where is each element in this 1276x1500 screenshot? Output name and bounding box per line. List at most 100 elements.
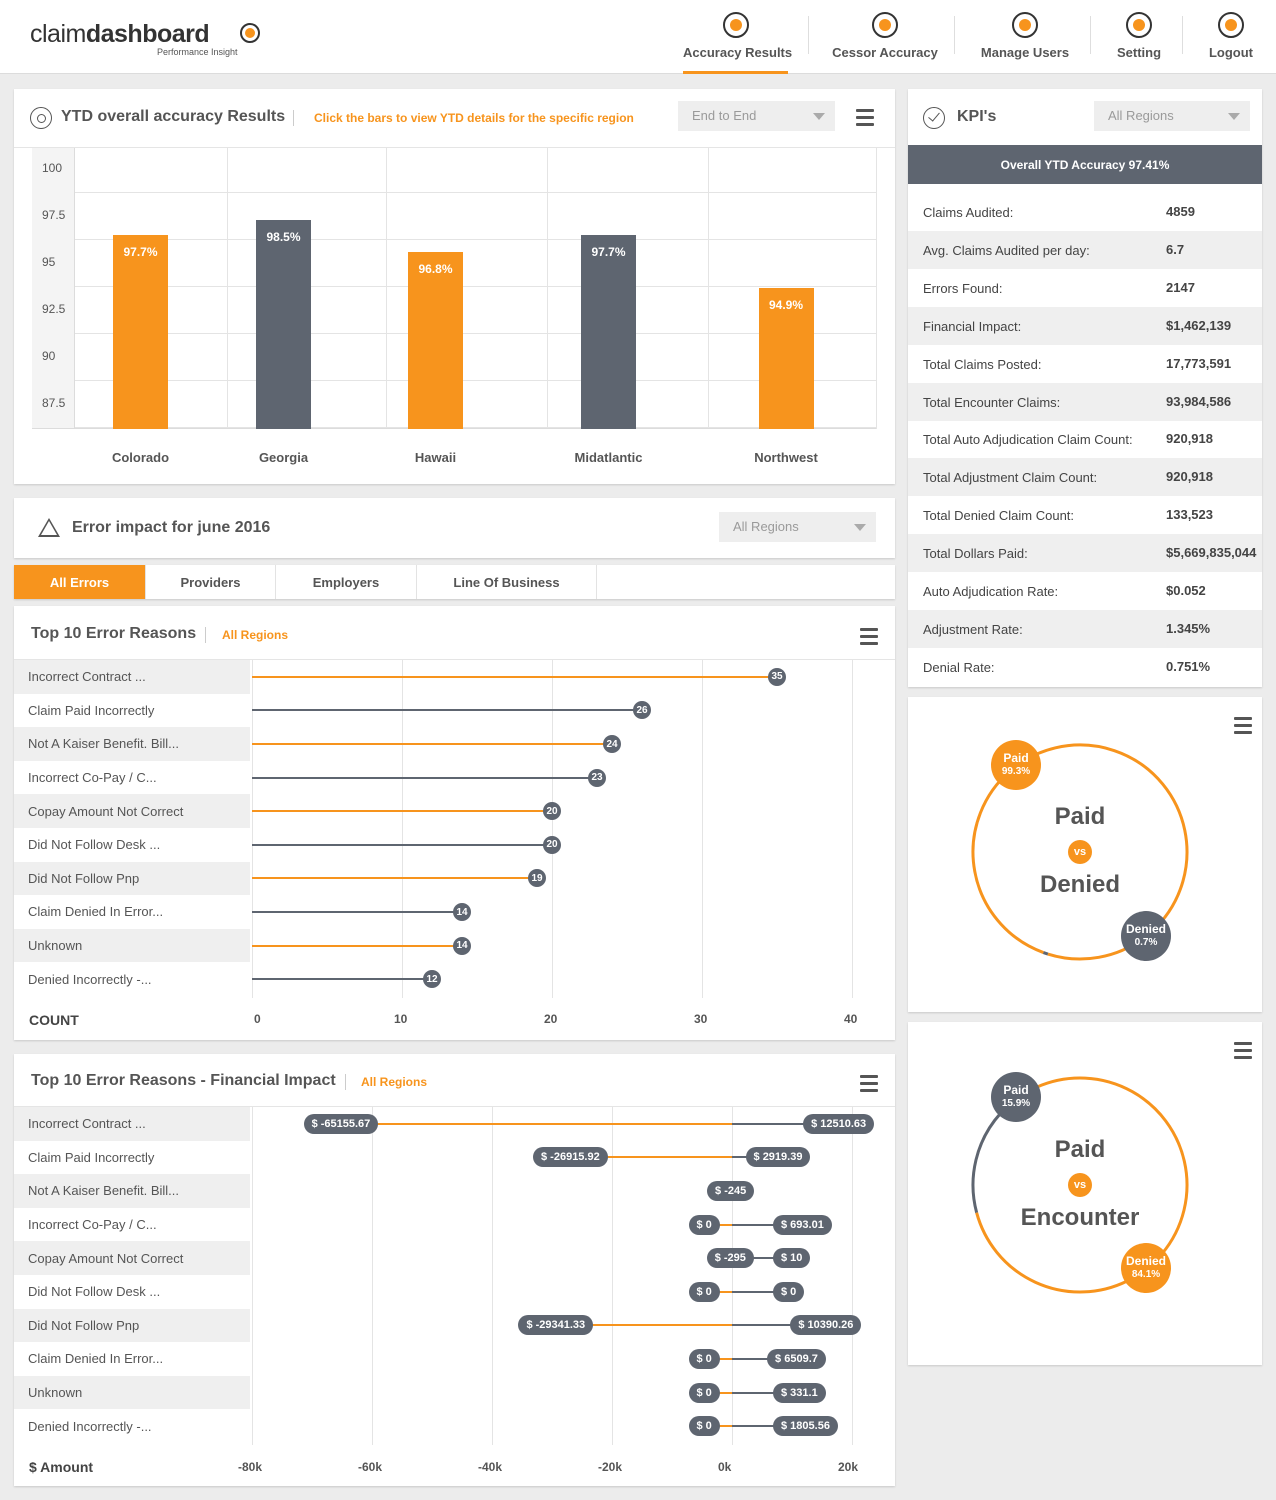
y-axis-line bbox=[74, 148, 75, 429]
kpi-value: 6.7 bbox=[1166, 241, 1185, 257]
row-label: Unknown bbox=[14, 928, 250, 963]
logo[interactable]: claimdashboard Performance Insight bbox=[30, 20, 260, 57]
negative-value-pill: $ 0 bbox=[688, 1281, 720, 1302]
positive-line[interactable] bbox=[732, 1324, 795, 1327]
ytd-menu-icon[interactable] bbox=[856, 109, 874, 130]
top10-financial-chart: Incorrect Contract ... $ 12510.63 $ -65155… bbox=[14, 1107, 895, 1486]
donut1-a-bubble: Paid 99.3% bbox=[991, 740, 1041, 790]
count-bar[interactable] bbox=[252, 810, 552, 813]
bar-hawaii[interactable] bbox=[408, 252, 463, 429]
positive-line[interactable] bbox=[732, 1257, 777, 1260]
tab-employers[interactable]: Employers bbox=[276, 565, 417, 599]
nav-manage-users[interactable]: Manage Users bbox=[975, 10, 1075, 74]
bar-value-label: 94.9% bbox=[768, 297, 804, 312]
nav-logout[interactable]: Logout bbox=[1196, 10, 1266, 74]
count-bar[interactable] bbox=[252, 709, 642, 712]
nav-setting[interactable]: Setting bbox=[1104, 10, 1174, 74]
tab-all-errors[interactable]: All Errors bbox=[14, 565, 146, 599]
count-value-dot: 26 bbox=[633, 701, 651, 720]
top10fin-region[interactable]: All Regions bbox=[361, 1075, 428, 1089]
financial-axis-label: $ Amount bbox=[29, 1459, 94, 1475]
bar-colorado[interactable] bbox=[113, 235, 168, 429]
v-gridline bbox=[252, 1107, 253, 1445]
x-tick-label: 0k bbox=[718, 1460, 732, 1474]
row-label: Claim Paid Incorrectly bbox=[28, 1149, 155, 1165]
bar-midatlantic[interactable] bbox=[581, 235, 636, 429]
positive-line[interactable] bbox=[732, 1425, 777, 1428]
kpi-title: KPI's bbox=[957, 108, 997, 125]
kpi-row: Auto Adjudication Rate: $0.052 bbox=[908, 572, 1262, 610]
kpi-value: 1.345% bbox=[1166, 620, 1211, 636]
error-impact-region-select[interactable]: All Regions bbox=[719, 512, 876, 542]
kpi-key: Auto Adjudication Rate: bbox=[923, 584, 1059, 599]
positive-value-pill: $ 10390.26 bbox=[790, 1315, 862, 1336]
positive-line[interactable] bbox=[732, 1391, 777, 1394]
bar-value-label: 98.5% bbox=[266, 230, 301, 245]
donut1-menu-icon[interactable] bbox=[1234, 717, 1252, 738]
bar-georgia[interactable] bbox=[256, 220, 311, 429]
kpi-region-select[interactable]: All Regions bbox=[1094, 101, 1250, 131]
ytd-title: YTD overall accuracy Results bbox=[61, 108, 286, 125]
y-tick-label: 90 bbox=[42, 349, 56, 363]
top10-region[interactable]: All Regions bbox=[222, 628, 289, 642]
positive-value-pill: $ 331.1 bbox=[773, 1382, 826, 1403]
positive-line[interactable] bbox=[732, 1122, 808, 1125]
top10-menu-icon[interactable] bbox=[860, 628, 878, 649]
kpi-key: Denial Rate: bbox=[923, 659, 995, 675]
v-gridline bbox=[227, 148, 228, 429]
positive-line[interactable] bbox=[732, 1223, 777, 1226]
ytd-type-select[interactable]: End to End bbox=[678, 101, 835, 131]
count-bar[interactable] bbox=[252, 944, 462, 947]
donut-segment-b[interactable] bbox=[975, 1076, 1189, 1294]
tab-providers[interactable]: Providers bbox=[146, 565, 276, 599]
y-tick-label: 100 bbox=[42, 161, 63, 175]
paid-vs-denied-card: Paid vs Denied Paid 99.3% Denied 0.7% bbox=[908, 697, 1262, 1012]
power-icon bbox=[1218, 12, 1244, 38]
gridline bbox=[74, 427, 876, 428]
top10-errors-card: Top 10 Error Reasons All Regions Incorre… bbox=[14, 606, 895, 1040]
nav-cessor-accuracy[interactable]: Cessor Accuracy bbox=[830, 10, 940, 74]
row-label: Denied Incorrectly -... bbox=[28, 971, 152, 987]
negative-value-pill: $ 0 bbox=[688, 1214, 720, 1235]
kpi-row: Financial Impact: $1,462,139 bbox=[908, 306, 1262, 345]
count-bar[interactable] bbox=[252, 877, 537, 880]
donut1-b-bubble: Denied 0.7% bbox=[1121, 911, 1171, 961]
gridline bbox=[74, 380, 876, 381]
count-bar[interactable] bbox=[252, 743, 612, 745]
negative-line[interactable] bbox=[555, 1324, 732, 1327]
count-value-dot: 23 bbox=[588, 768, 606, 787]
kpi-row: Total Claims Posted: 17,773,591 bbox=[908, 345, 1262, 383]
count-bar[interactable] bbox=[252, 843, 552, 846]
users-icon bbox=[1012, 12, 1038, 38]
count-bar[interactable] bbox=[252, 978, 432, 981]
x-tick-label: -80k bbox=[238, 1460, 263, 1474]
negative-line[interactable] bbox=[341, 1122, 732, 1125]
row-label: Not A Kaiser Benefit. Bill... bbox=[14, 727, 250, 761]
nav-accuracy-results[interactable]: Accuracy Results bbox=[683, 10, 792, 74]
bar-northwest[interactable] bbox=[758, 287, 814, 429]
kpi-row: Avg. Claims Audited per day: 6.7 bbox=[908, 230, 1262, 269]
top10fin-menu-icon[interactable] bbox=[860, 1075, 878, 1096]
v-gridline bbox=[852, 1107, 853, 1445]
donut-segment-b[interactable] bbox=[1042, 951, 1049, 956]
row-label: Did Not Follow Desk ... bbox=[28, 1284, 161, 1300]
positive-line[interactable] bbox=[732, 1358, 772, 1360]
count-bar[interactable] bbox=[252, 776, 597, 779]
donut2-a-bubble: Paid 15.9% bbox=[991, 1072, 1041, 1122]
v-gridline bbox=[876, 148, 877, 429]
kpi-row: Total Dollars Paid: $5,669,835,044 bbox=[908, 534, 1262, 573]
ytd-bar-chart: 100 97.5 95 92.5 90 87.5 97.7% 98.5% 96.8% 97.7% 9… bbox=[32, 148, 877, 429]
donut-segment-a[interactable] bbox=[971, 1112, 1002, 1214]
donut2-menu-icon[interactable] bbox=[1234, 1042, 1252, 1063]
count-value-dot: 14 bbox=[453, 903, 471, 921]
positive-line[interactable] bbox=[732, 1290, 777, 1293]
positive-line[interactable] bbox=[732, 1156, 750, 1159]
count-bar[interactable] bbox=[252, 675, 777, 678]
count-bar[interactable] bbox=[252, 911, 462, 913]
donut1-line2: Denied bbox=[1039, 871, 1120, 898]
negative-line[interactable] bbox=[570, 1156, 732, 1159]
negative-value-pill: $ -65155.67 bbox=[303, 1113, 379, 1134]
paid-vs-encounter-donut bbox=[971, 1076, 1189, 1294]
tab-line-of-business[interactable]: Line Of Business bbox=[417, 565, 597, 599]
category-label: Midatlantic bbox=[574, 450, 643, 465]
